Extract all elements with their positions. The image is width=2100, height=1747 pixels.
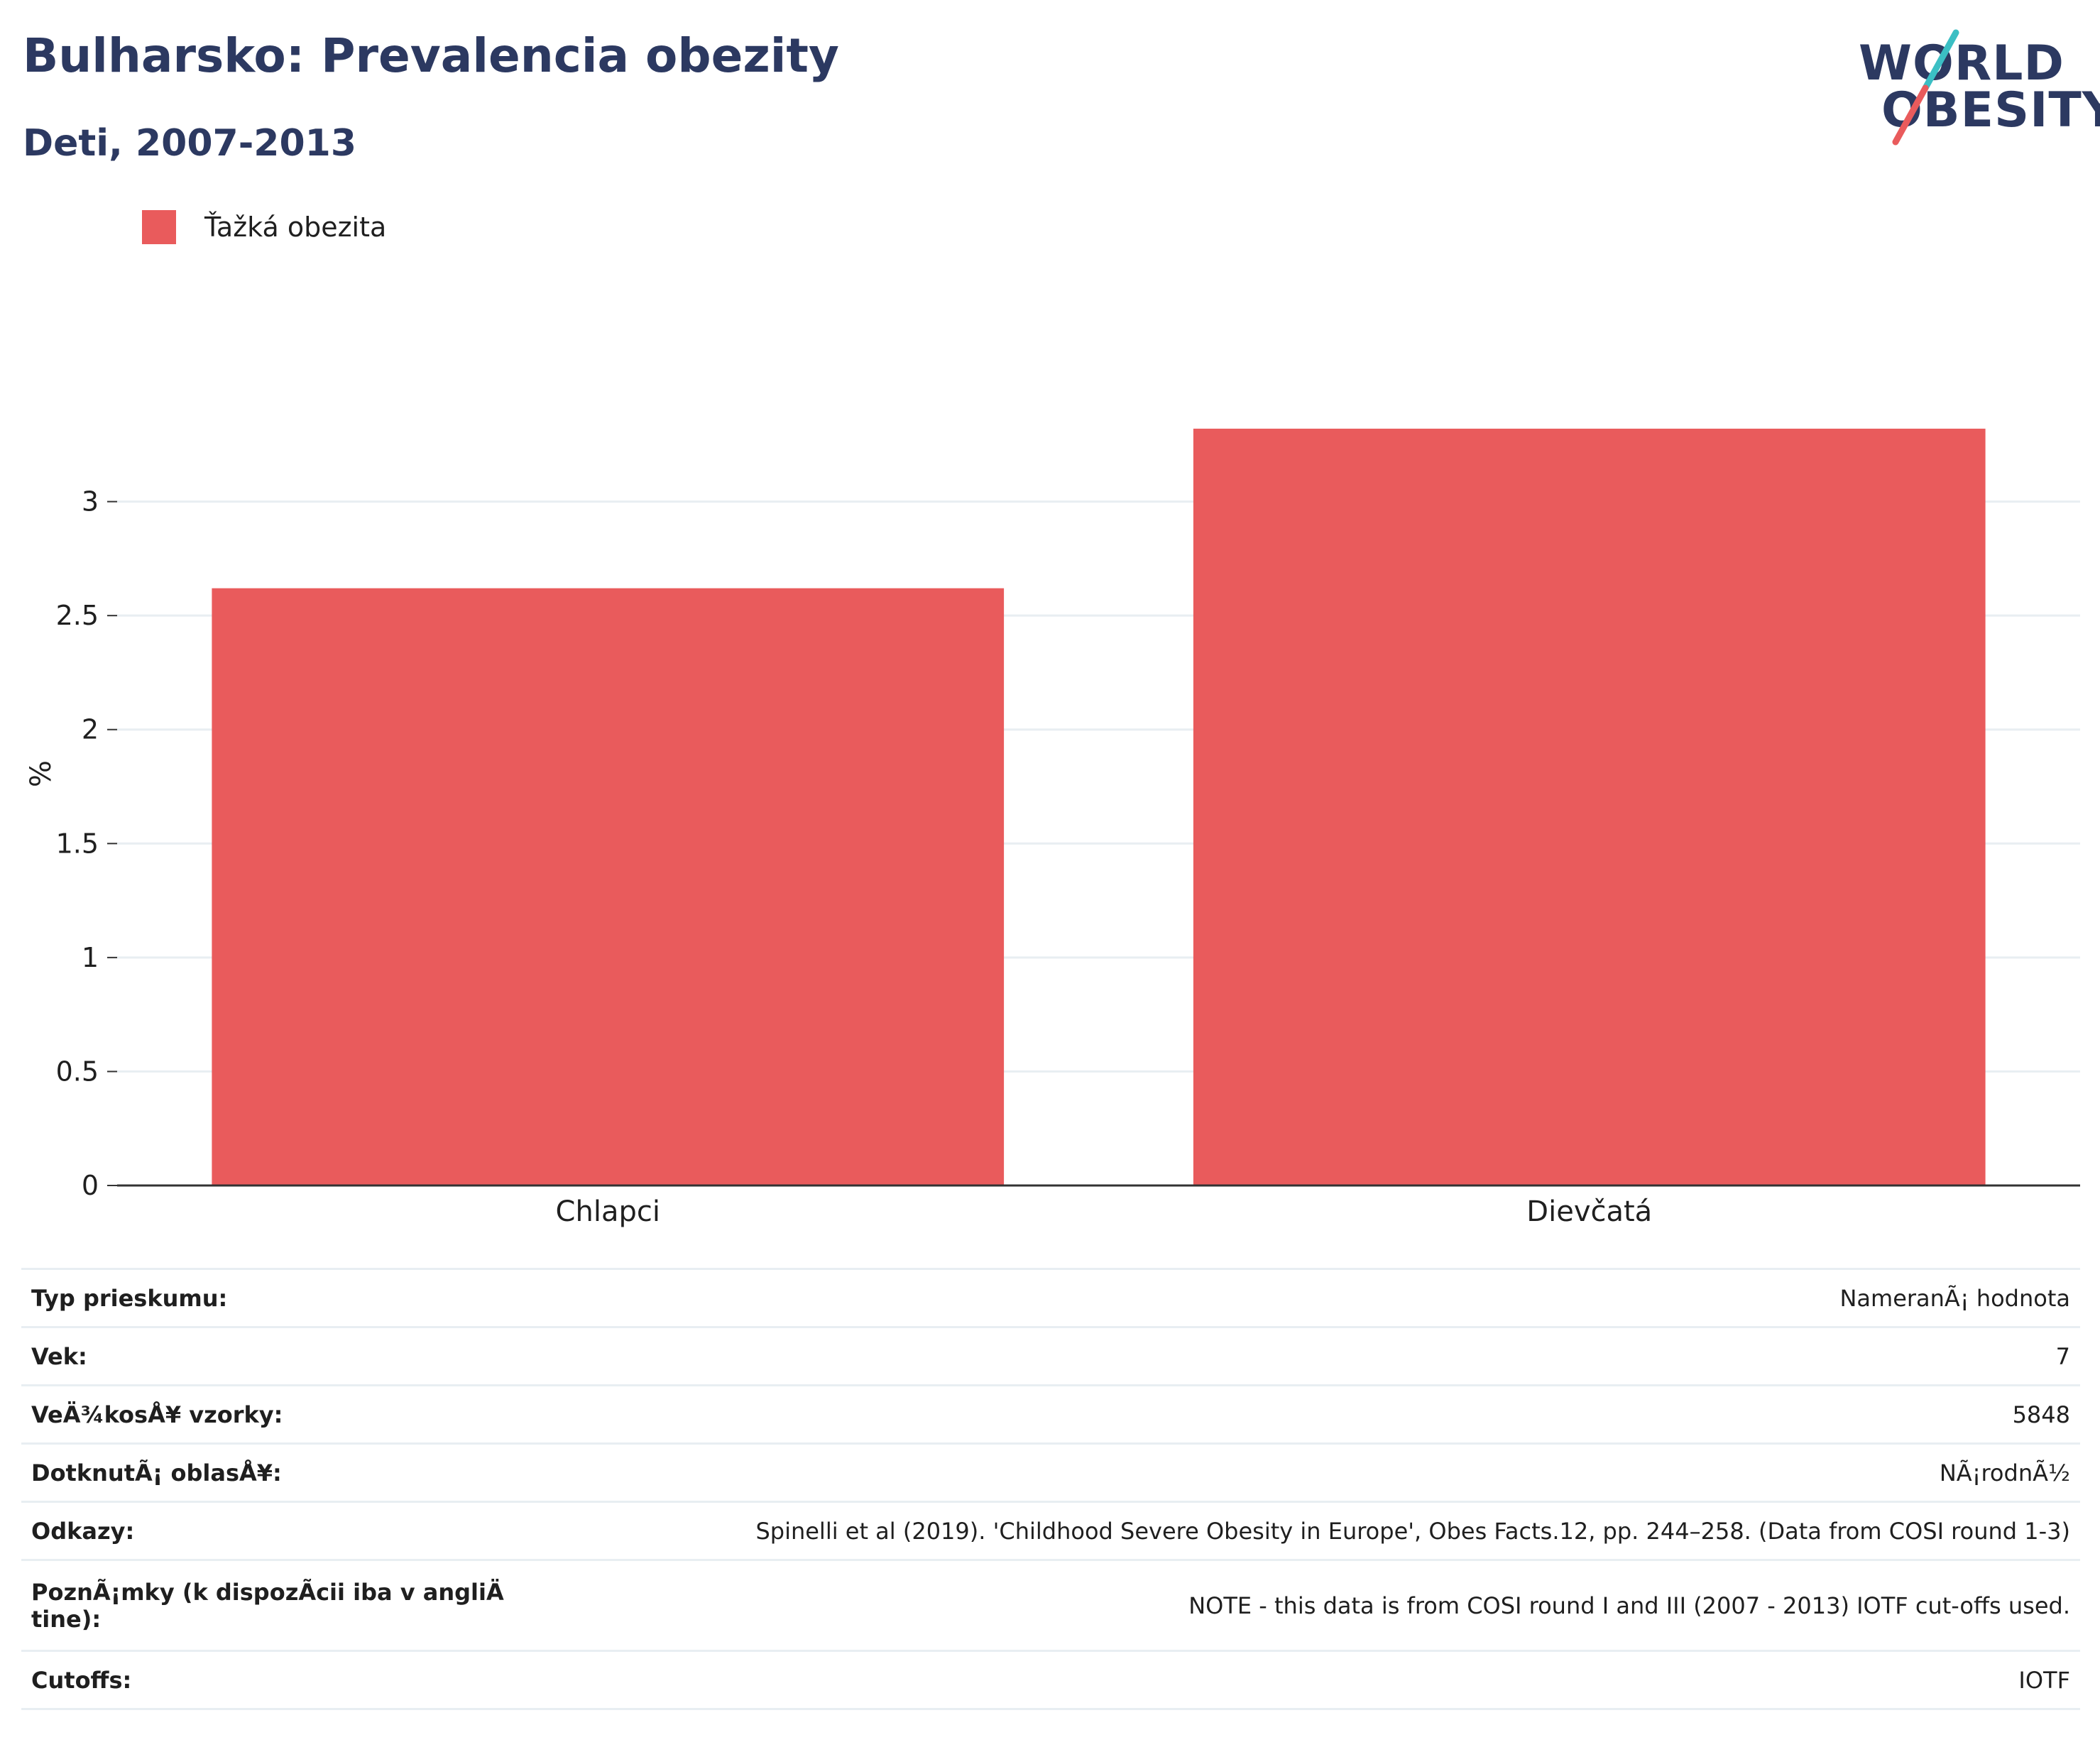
info-key: VeÄ¾kosÅ¥ vzorky: bbox=[21, 1384, 581, 1445]
info-value: 7 bbox=[581, 1326, 2080, 1386]
y-tick-label: 3 bbox=[82, 486, 99, 517]
world-obesity-logo: WORLD OBESITY bbox=[1846, 20, 2100, 155]
info-value: NÃ¡rodnÃ½ bbox=[581, 1442, 2080, 1503]
x-tick-label: Dievčatá bbox=[1526, 1195, 1652, 1228]
info-value: NOTE - this data is from COSI round I an… bbox=[581, 1559, 2080, 1652]
info-key: Cutoffs: bbox=[21, 1650, 581, 1710]
info-value: Spinelli et al (2019). 'Childhood Severe… bbox=[581, 1501, 2080, 1561]
logo-word-world: WORLD bbox=[1859, 35, 2065, 92]
y-tick-label: 2 bbox=[82, 714, 99, 745]
info-row: VeÄ¾kosÅ¥ vzorky: 5848 bbox=[21, 1384, 2080, 1445]
y-tick-label: 0 bbox=[82, 1170, 99, 1201]
info-key: Typ prieskumu: bbox=[21, 1268, 581, 1328]
info-key: Odkazy: bbox=[21, 1501, 581, 1561]
info-row: PoznÃ¡mky (k dispozÃ­cii iba v angliÄ ti… bbox=[21, 1559, 2080, 1652]
info-value: 5848 bbox=[581, 1384, 2080, 1445]
chart-subtitle: Deti, 2007-2013 bbox=[23, 122, 357, 165]
bar-chart: 0 0.5 1 1.5 2 2.5 3 Chlapci Dievčatá bbox=[56, 428, 2080, 1228]
logo-slash-icon bbox=[1892, 29, 1959, 146]
chart-legend: Ťažká obezita bbox=[142, 210, 386, 244]
info-table: Typ prieskumu: NameranÃ¡ hodnota Vek: 7 VeÄ¾… bbox=[21, 1268, 2080, 1710]
info-row: DotknutÃ¡ oblasÅ¥: NÃ¡rodnÃ½ bbox=[21, 1442, 2080, 1503]
info-row: Typ prieskumu: NameranÃ¡ hodnota bbox=[21, 1268, 2080, 1328]
y-tick-label: 1 bbox=[82, 942, 99, 973]
info-key: PoznÃ¡mky (k dispozÃ­cii iba v angliÄ ti… bbox=[21, 1559, 581, 1652]
bar bbox=[212, 588, 1005, 1185]
info-value: NameranÃ¡ hodnota bbox=[581, 1268, 2080, 1328]
info-key: Vek: bbox=[21, 1326, 581, 1386]
logo-word-obesity: OBESITY bbox=[1881, 82, 2100, 138]
y-axis-label: % bbox=[25, 760, 58, 788]
info-row: Odkazy: Spinelli et al (2019). 'Childhood… bbox=[21, 1501, 2080, 1561]
info-value: IOTF bbox=[581, 1650, 2080, 1710]
y-tick-label: 2.5 bbox=[56, 600, 99, 631]
info-key: DotknutÃ¡ oblasÅ¥: bbox=[21, 1442, 581, 1503]
y-tick-label: 0.5 bbox=[56, 1056, 99, 1087]
info-row: Cutoffs: IOTF bbox=[21, 1650, 2080, 1710]
bar bbox=[1193, 428, 1986, 1185]
legend-swatch bbox=[142, 210, 176, 244]
x-tick-label: Chlapci bbox=[556, 1195, 660, 1228]
chart-title: Bulharsko: Prevalencia obezity bbox=[23, 28, 839, 83]
info-row: Vek: 7 bbox=[21, 1326, 2080, 1386]
y-tick-label: 1.5 bbox=[56, 828, 99, 859]
legend-label: Ťažká obezita bbox=[204, 212, 387, 243]
